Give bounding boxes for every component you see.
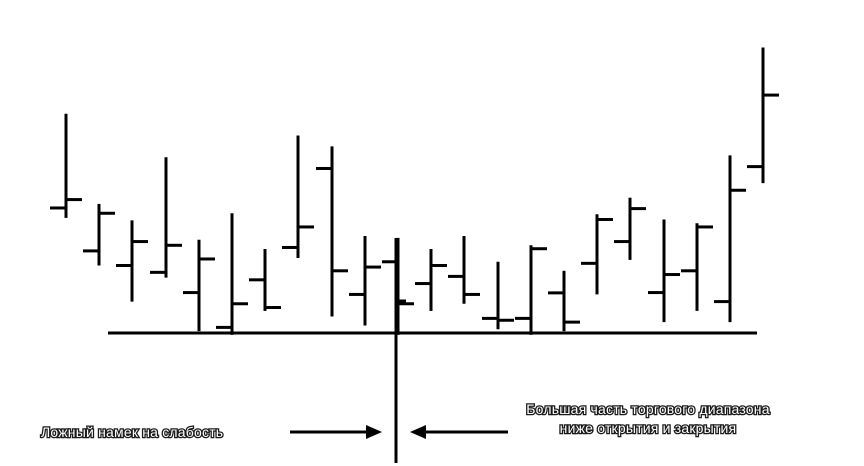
ohlc-bar (382, 237, 414, 335)
right-annotation-line2: ниже открытия и закрытия (560, 420, 737, 436)
ohlc-bar (50, 113, 82, 218)
right-annotation-line1: Большая часть торгового диапазона (526, 401, 769, 417)
ohlc-bar (83, 203, 115, 266)
ohlc-bar (448, 235, 480, 304)
ohlc-bar (249, 249, 281, 311)
ohlc-bar (216, 213, 248, 335)
ohlc-bar (747, 47, 779, 184)
right-arrow-head (410, 425, 426, 439)
ohlc-bar (548, 270, 580, 332)
ohlc-bar (349, 235, 381, 326)
ohlc-bar (681, 223, 713, 311)
ohlc-bar (116, 220, 148, 302)
ohlc-bar (282, 135, 314, 259)
ohlc-bar (515, 245, 547, 335)
ohlc-bar (415, 249, 447, 311)
left-annotation: Ложный намек на слабость (41, 424, 223, 440)
ohlc-bar (316, 146, 348, 317)
ohlc-bar (614, 197, 646, 260)
ohlc-bar (714, 155, 746, 323)
ohlc-bar (150, 157, 182, 278)
bars-group (50, 47, 779, 335)
left-arrow-head (366, 425, 382, 439)
ohlc-bar (482, 261, 514, 330)
ohlc-bar (581, 214, 613, 295)
ohlc-bar (648, 219, 680, 323)
ohlc-bar (183, 239, 215, 332)
